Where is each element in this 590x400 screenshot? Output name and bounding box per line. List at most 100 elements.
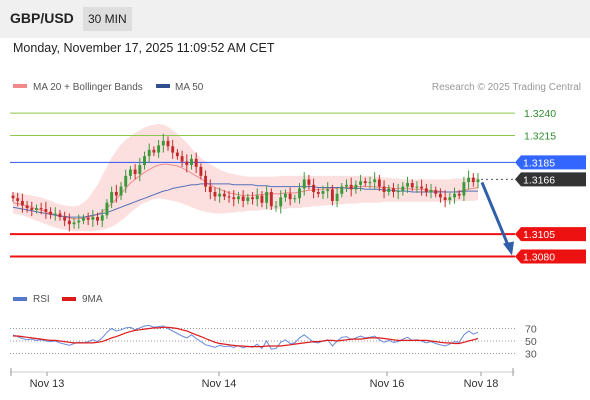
candle-body (453, 193, 456, 198)
candle-body (467, 177, 471, 183)
price-plot-area: 1.3240 1.3215 1.3185 1.3105 1.3080 1.3166 (10, 108, 586, 264)
candle-body (190, 158, 193, 166)
candle-body (63, 217, 67, 221)
candle-body (410, 183, 414, 188)
candle-body (391, 188, 395, 192)
candle-body (438, 193, 442, 198)
x-tick-label: Nov 14 (202, 378, 237, 390)
forecast-arrow-shaft (480, 181, 511, 249)
candle-body (316, 191, 320, 194)
candle-body (77, 220, 81, 223)
candle-body (110, 191, 114, 203)
candle-body (429, 190, 433, 192)
candle-body (91, 217, 95, 220)
ma50-line (12, 183, 478, 218)
candle-body (227, 196, 231, 198)
timeframe-badge[interactable]: 30 MIN (83, 7, 132, 31)
candle-body (330, 189, 334, 201)
candle-body (25, 205, 29, 209)
x-tick-label: Nov 16 (370, 378, 405, 390)
candle-body (241, 196, 245, 201)
rsi-legend-label: RSI (33, 294, 50, 305)
candle-body (373, 179, 377, 183)
candle-body (396, 191, 400, 193)
candle-body (114, 191, 118, 196)
ma50-legend-label: MA 50 (175, 82, 204, 93)
candle-body (265, 191, 269, 203)
candle-body (171, 146, 175, 153)
candle-body (44, 209, 48, 212)
forecast-arrow-head (503, 241, 514, 256)
candle-body (279, 197, 283, 207)
level-label-1.3185: 1.3185 (523, 157, 555, 169)
candle-body (349, 184, 353, 190)
bollinger-band-fill (13, 123, 478, 232)
candle-body (293, 198, 297, 200)
level-tag-1.3105 (515, 227, 586, 242)
chart-legend: MA 20 + Bollinger Bands MA 50 Research ©… (13, 82, 581, 93)
candle-body (133, 169, 137, 175)
candle-body (471, 177, 475, 183)
candle-body (35, 208, 38, 210)
candle-body (335, 193, 339, 201)
candle-body (255, 195, 259, 200)
candle-body (138, 165, 142, 175)
candle-body (72, 222, 76, 225)
level-label-1.3215: 1.3215 (524, 131, 556, 143)
candle-body (20, 200, 24, 206)
candle-body (204, 175, 208, 187)
ma50-legend-swatch (156, 84, 170, 88)
rsi-legend: RSI 9MA (13, 294, 103, 305)
candle-body (251, 197, 255, 200)
candle-body (199, 166, 203, 176)
candle-body (147, 149, 151, 157)
current-price-tag (515, 172, 586, 187)
candle-body (424, 188, 428, 192)
rsi-ma-legend-label: 9MA (82, 294, 103, 305)
candle-body (124, 175, 128, 187)
candle-body (415, 186, 419, 188)
candle-body (208, 186, 212, 192)
chart-header: GBP/USD 30 MIN (0, 0, 590, 38)
candle-body (128, 169, 132, 176)
candle-body (39, 208, 43, 210)
candle-body (105, 202, 109, 216)
currency-pair-title: GBP/USD (10, 10, 74, 26)
candle-body (194, 158, 198, 167)
candle-body (67, 220, 71, 225)
candle-body (175, 152, 179, 157)
candle-body (86, 217, 90, 220)
candle-body (30, 208, 34, 210)
candle-body (222, 193, 226, 197)
candle-body (283, 193, 287, 198)
level-tag-1.3080 (515, 249, 586, 264)
candle-body (16, 198, 20, 201)
candle-body (307, 179, 311, 185)
rsi-ma-legend-swatch (62, 297, 76, 301)
candle-body (377, 179, 381, 187)
current-price-label: 1.3166 (523, 174, 555, 186)
candle-body (326, 189, 330, 192)
candle-body (345, 184, 348, 187)
candle-body (401, 186, 405, 192)
candle-body (269, 191, 273, 207)
rsi-ma-line (13, 326, 479, 348)
candle-body (363, 181, 367, 184)
level-label-1.3240: 1.3240 (524, 108, 556, 120)
candle-body (476, 179, 480, 183)
candle-body (443, 197, 447, 201)
candle-body (340, 186, 344, 194)
rsi-tick-30: 30 (525, 349, 537, 361)
candle-body (298, 188, 301, 199)
candle-body (382, 186, 386, 192)
timestamp: Monday, November 17, 2025 11:09:52 AM CE… (13, 41, 275, 55)
candle-body (302, 179, 306, 189)
level-tag-1.3185 (515, 155, 586, 170)
candle-body (288, 193, 292, 200)
candle-body (166, 140, 170, 147)
candle-body (406, 183, 410, 187)
candle-body (100, 215, 104, 221)
candle-body (218, 193, 222, 197)
candle-body (143, 156, 146, 166)
